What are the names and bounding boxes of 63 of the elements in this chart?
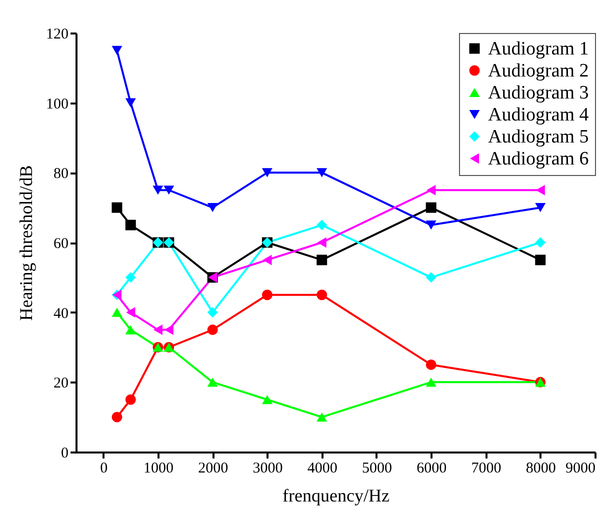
point <box>125 220 136 230</box>
point <box>535 203 546 212</box>
point <box>426 378 436 387</box>
point <box>207 378 218 387</box>
x-tick-label: 3000 <box>252 460 283 476</box>
point <box>207 324 218 336</box>
y-tick-label: 20 <box>54 376 68 392</box>
point <box>112 308 122 317</box>
point <box>262 395 272 404</box>
y-axis-title: Hearing threshold/dB <box>16 165 36 321</box>
point <box>316 290 328 300</box>
legend-label: Audiogram 4 <box>488 104 590 126</box>
point <box>316 168 328 178</box>
x-tick-label: 2000 <box>198 460 228 476</box>
point <box>164 186 174 195</box>
y-tick-label: 60 <box>54 236 68 252</box>
point <box>426 184 436 196</box>
point <box>535 254 546 266</box>
point <box>535 237 546 248</box>
point <box>153 324 162 336</box>
legend-label: Audiogram 5 <box>488 126 589 148</box>
point <box>207 203 218 212</box>
y-tick-label: 80 <box>54 166 68 182</box>
x-axis-title: frenquency/Hz <box>282 486 390 506</box>
point <box>125 325 136 334</box>
point <box>125 272 136 283</box>
y-tick-label: 120 <box>46 26 68 42</box>
x-tick-label: 1000 <box>143 460 174 476</box>
point <box>316 220 328 230</box>
point <box>112 46 122 55</box>
point <box>426 220 436 230</box>
x-tick-label: 9000 <box>566 460 596 476</box>
point <box>317 237 326 248</box>
legend-label: Audiogram 6 <box>488 148 589 170</box>
x-tick-label: 0 <box>100 460 108 476</box>
point <box>262 290 272 300</box>
point <box>316 412 328 422</box>
point <box>112 202 122 213</box>
x-tick-label: 5000 <box>362 460 392 476</box>
point <box>125 394 136 405</box>
x-tick-label: 6000 <box>416 460 447 476</box>
x-tick-label: 4000 <box>307 460 338 476</box>
y-tick-label: 100 <box>46 96 68 112</box>
legend-label: Audiogram 1 <box>488 38 589 60</box>
point <box>426 359 436 370</box>
point <box>262 168 272 178</box>
point <box>316 254 328 266</box>
legend-label: Audiogram 3 <box>488 82 589 104</box>
point <box>112 412 122 422</box>
point <box>536 184 545 196</box>
point <box>126 307 136 318</box>
point <box>164 324 174 336</box>
y-tick-label: 0 <box>61 446 68 462</box>
y-tick-label: 40 <box>54 306 68 322</box>
point <box>426 272 436 283</box>
point <box>207 307 218 318</box>
point <box>262 254 272 266</box>
point <box>152 186 164 195</box>
point <box>426 202 436 213</box>
x-tick-label: 8000 <box>526 460 556 476</box>
x-tick-label: 7000 <box>471 460 502 476</box>
point <box>125 98 136 108</box>
legend-label: Audiogram 2 <box>488 60 589 82</box>
